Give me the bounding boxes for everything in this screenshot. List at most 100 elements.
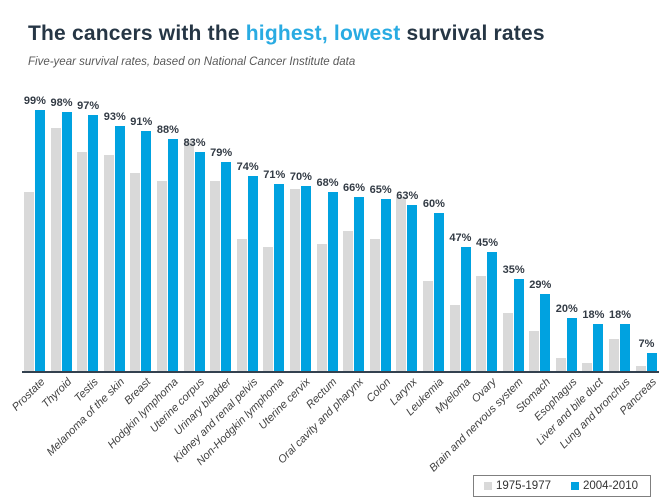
data-label-liver-and-bile-duct: 18% [582,308,605,321]
bar-group-leukemia: 60% Leukemia [404,107,446,419]
bar-group-stomach: 29% Stomach [513,107,552,415]
bar-2004-2010-myeloma [460,246,471,371]
bar-2004-2010-liver-and-bile-duct [593,323,604,371]
x-axis-line [22,371,659,373]
bar-2004-2010-prostate [35,109,45,371]
data-label-melanoma-of-the-skin: 93% [103,110,126,123]
bar-2004-2010-lung-and-bronchus [620,323,631,371]
bar-1975-1977-larynx [396,196,407,371]
bar-2004-2010-brain-and-nervous-system [513,278,524,371]
bar-2004-2010-esophagus [566,318,577,371]
data-label-pancreas: 7% [638,337,655,350]
data-label-thyroid: 98% [50,97,73,110]
bar-2004-2010-stomach [540,294,551,371]
title-highlight: highest, lowest [245,22,401,45]
x-axis-label-prostate: Prostate [9,376,48,414]
data-label-rectum: 68% [316,176,339,189]
bar-2004-2010-leukemia [433,212,444,371]
bar-2004-2010-melanoma-of-the-skin [114,125,125,371]
bar-group-hodgkin-lymphoma: 88% Hodgkin lymphoma [105,107,180,451]
bar-group-ovary: 45% Ovary [470,107,499,405]
plot-area: 99% Prostate 98% Thyroid 97% Testis 93% Melanom… [10,95,659,475]
legend: 1975-1977 2004-2010 [473,475,651,497]
bar-group-liver-and-bile-duct: 18% Liver and bile duct [534,107,606,448]
bar-2004-2010-larynx [407,204,418,371]
data-label-hodgkin-lymphoma: 88% [156,123,179,136]
bar-1975-1977-esophagus [555,357,566,371]
bar-group-oral-cavity-and-pharynx: 66% Oral cavity and pharynx [276,107,366,466]
bar-1975-1977-oral-cavity-and-pharynx [343,231,354,371]
bar-2004-2010-hodgkin-lymphoma [167,138,178,371]
bar-2004-2010-uterine-corpus [194,151,205,371]
bar-1975-1977-uterine-corpus [183,141,194,371]
data-label-ovary: 45% [476,237,499,250]
title-part2: survival rates [400,22,545,45]
chart-subtitle: Five-year survival rates, based on Natio… [28,56,356,68]
bar-1975-1977-leukemia [422,281,433,371]
bar-group-uterine-cervix: 70% Uterine cervix [257,107,313,432]
bar-group-urinary-bladder: 79% Urinary bladder [172,107,234,437]
data-label-prostate: 99% [23,94,46,107]
bar-2004-2010-uterine-cervix [300,186,311,371]
data-label-oral-cavity-and-pharynx: 66% [343,181,366,194]
page-title: The cancers with the highest, lowest sur… [28,22,545,46]
data-label-uterine-cervix: 70% [289,171,312,184]
bar-group-prostate: 99% Prostate [10,95,47,414]
bar-1975-1977-rectum [316,244,327,371]
data-label-kidney-and-renal-pelvis: 74% [236,160,259,173]
bar-2004-2010-pancreas [646,352,657,371]
bar-1975-1977-thyroid [50,128,61,371]
bar-1975-1977-ovary [476,276,487,371]
bar-1975-1977-pancreas [635,365,646,371]
legend-label-2004-2010: 2004-2010 [583,480,638,492]
bar-group-uterine-corpus: 83% Uterine corpus [148,107,207,435]
bar-1975-1977-non-hodgkin-lymphoma [263,246,274,371]
data-label-leukemia: 60% [422,197,445,210]
data-label-larynx: 63% [396,189,419,202]
bar-group-myeloma: 47% Myeloma [433,107,473,416]
bar-group-brain-and-nervous-system: 35% Brain and nervous system [427,107,525,475]
data-label-non-hodgkin-lymphoma: 71% [263,168,286,181]
bar-1975-1977-prostate [24,191,34,371]
bar-2004-2010-thyroid [61,112,72,371]
legend-swatch-1975-1977 [484,482,492,490]
bar-1975-1977-hodgkin-lymphoma [156,180,167,371]
data-label-colon: 65% [369,184,392,197]
bar-1975-1977-brain-and-nervous-system [502,312,513,371]
legend-item-1975-1977: 1975-1977 [484,480,551,492]
bar-1975-1977-colon [369,239,380,371]
bar-group-non-hodgkin-lymphoma: 71% Non-Hodgkin lymphoma [195,107,287,468]
bar-2004-2010-rectum [327,191,338,371]
bar-2004-2010-testis [88,114,99,371]
legend-item-2004-2010: 2004-2010 [571,480,638,492]
legend-swatch-2004-2010 [571,482,579,490]
bar-1975-1977-uterine-cervix [289,188,300,371]
bar-1975-1977-urinary-bladder [210,180,221,371]
data-label-breast: 91% [130,115,153,128]
bar-2004-2010-breast [141,130,152,371]
bar-group-kidney-and-renal-pelvis: 74% Kidney and renal pelvis [171,107,260,465]
data-label-esophagus: 20% [555,303,578,316]
bar-group-thyroid: 98% Thyroid [39,97,73,410]
data-label-uterine-corpus: 83% [183,136,206,149]
data-label-stomach: 29% [529,279,552,292]
bar-group-pancreas: 7% Pancreas [617,107,658,418]
data-label-myeloma: 47% [449,231,472,244]
bar-group-rectum: 68% Rectum [304,107,339,412]
bar-2004-2010-urinary-bladder [221,162,232,371]
bar-1975-1977-lung-and-bronchus [609,339,620,371]
bar-2004-2010-colon [380,199,391,371]
bar-group-esophagus: 20% Esophagus [532,107,579,423]
data-label-urinary-bladder: 79% [210,147,233,160]
bar-2004-2010-non-hodgkin-lymphoma [274,183,285,371]
bar-1975-1977-kidney-and-renal-pelvis [236,239,247,371]
legend-label-1975-1977: 1975-1977 [496,480,551,492]
bar-group-colon: 65% Colon [364,107,393,404]
bar-2004-2010-kidney-and-renal-pelvis [247,175,258,371]
bar-group-testis: 97% Testis [72,100,101,405]
bar-2004-2010-ovary [487,252,498,371]
bar-group-breast: 91% Breast [123,107,154,407]
bar-group-lung-and-bronchus: 18% Lung and bronchus [557,107,632,452]
bar-group-larynx: 63% Larynx [388,107,420,408]
